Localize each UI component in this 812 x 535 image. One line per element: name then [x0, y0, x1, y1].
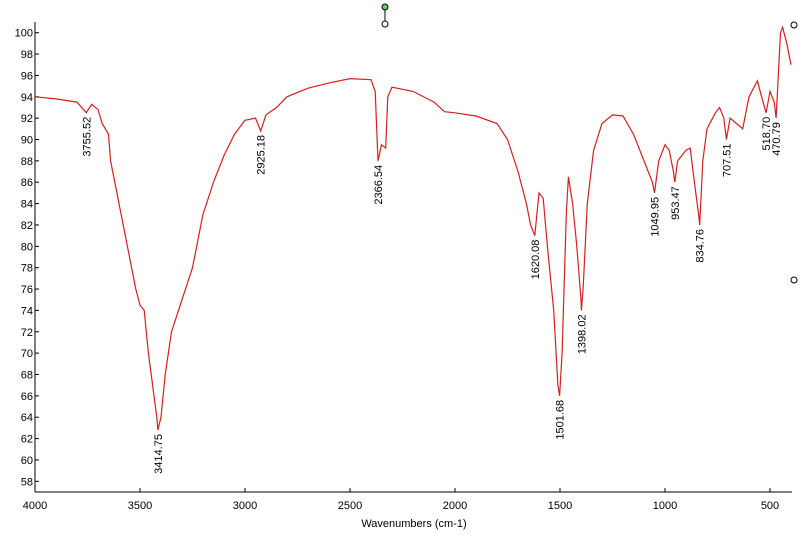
peak-label: 3414.75	[153, 434, 165, 474]
handle[interactable]	[790, 276, 798, 284]
y-tick-label: 98	[21, 49, 33, 61]
y-tick-label: 66	[21, 391, 33, 403]
peak-label: 518.70	[761, 117, 773, 151]
peak-label: 3755.52	[81, 117, 93, 157]
y-tick-label: 88	[21, 156, 33, 168]
y-tick-label: 64	[21, 412, 33, 424]
x-tick-label: 1500	[548, 500, 572, 512]
peak-label: 834.76	[695, 229, 707, 263]
x-tick-label: 500	[761, 500, 779, 512]
peak-label: 1398.02	[576, 314, 588, 354]
spectrum-line	[34, 25, 792, 431]
y-tick-label: 86	[21, 177, 33, 189]
y-tick-label: 100	[15, 28, 33, 40]
y-tick-label: 92	[21, 113, 33, 125]
y-tick-label: 58	[21, 476, 33, 488]
y-tick-label: 74	[21, 305, 33, 317]
peak-label: 1620.08	[530, 240, 542, 280]
peak-label: 2925.18	[256, 135, 268, 175]
handle[interactable]	[381, 20, 389, 28]
y-tick-label: 76	[21, 284, 33, 296]
peak-label: 953.47	[670, 186, 682, 220]
y-tick-label: 84	[21, 199, 33, 211]
y-tick-label: 80	[21, 241, 33, 253]
y-tick-label: 94	[21, 92, 33, 104]
y-tick-label: 90	[21, 135, 33, 147]
peak-label: 707.51	[721, 144, 733, 178]
x-axis-label: Wavenumbers (cm-1)	[361, 518, 466, 530]
y-tick-label: 62	[21, 434, 33, 446]
y-tick-label: 70	[21, 348, 33, 360]
y-tick-label: 60	[21, 455, 33, 467]
x-tick-label: 3000	[233, 500, 257, 512]
peak-label: 1049.95	[650, 197, 662, 237]
x-tick-label: 2000	[443, 500, 467, 512]
peak-label: 1501.68	[555, 400, 567, 440]
y-tick-label: 82	[21, 220, 33, 232]
y-tick-label: 68	[21, 370, 33, 382]
y-tick-label: 72	[21, 327, 33, 339]
handle[interactable]	[381, 3, 389, 11]
x-tick-label: 4000	[23, 500, 47, 512]
x-tick-label: 3500	[128, 500, 152, 512]
handle[interactable]	[790, 21, 798, 29]
x-tick-label: 1000	[653, 500, 677, 512]
peak-label: 470.79	[771, 122, 783, 156]
peak-label: 2366.54	[373, 165, 385, 205]
x-tick-label: 2500	[338, 500, 362, 512]
y-tick-label: 78	[21, 263, 33, 275]
y-tick-label: 96	[21, 70, 33, 82]
